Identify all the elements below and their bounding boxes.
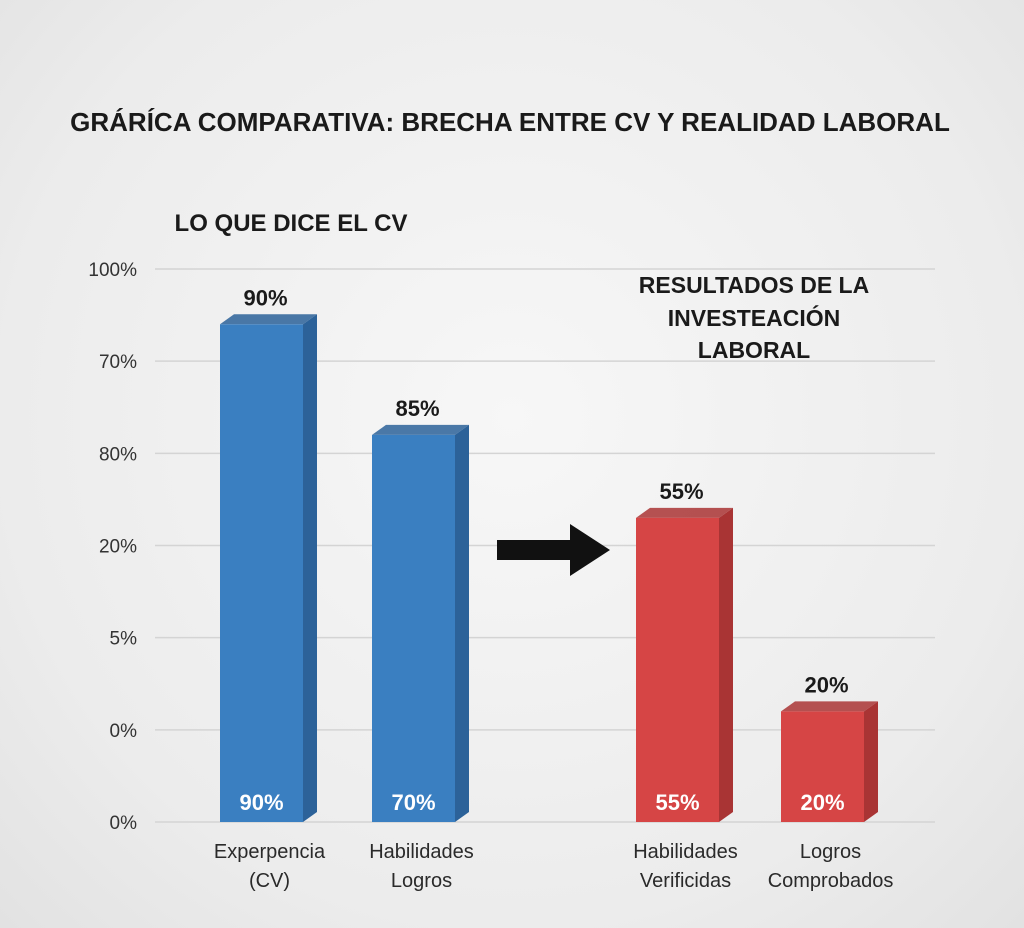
x-category-label: (CV) — [249, 870, 290, 892]
bar-top — [220, 314, 317, 325]
y-tick-label: 100% — [88, 260, 137, 281]
annotation-results-line: INVESTEACIÓN — [668, 304, 841, 331]
annotation-cv: LO QUE DICE EL CV — [175, 210, 408, 237]
right-arrow-icon — [497, 524, 610, 576]
y-tick-label: 0% — [110, 813, 138, 834]
bar-group: 90% 90% — [220, 285, 317, 822]
bar-group: 85% 70% — [372, 396, 469, 822]
y-axis: 0% 0% 5% 20% 80% 70% 100% — [88, 260, 137, 834]
x-category-label: Verificidas — [640, 870, 731, 892]
bar-group: 20% 20% — [781, 672, 878, 822]
bar — [372, 434, 455, 822]
annotation-results-line: LABORAL — [698, 337, 810, 363]
bar-inside-label: 20% — [800, 790, 844, 815]
annotation-results-line: RESULTADOS DE LA — [639, 272, 869, 298]
chart-title: GRÁRÍCA COMPARATIVA: BRECHA ENTRE CV Y R… — [70, 107, 950, 137]
bar-inside-label: 90% — [239, 790, 283, 815]
bar-group: 55% 55% — [636, 479, 733, 822]
bar-inside-label: 55% — [655, 790, 699, 815]
y-tick-label: 20% — [99, 537, 137, 558]
x-category-label: Logros — [391, 870, 452, 892]
bar-side — [719, 507, 733, 822]
bar-top-label: 20% — [804, 672, 848, 697]
bar-top — [372, 424, 469, 435]
bar-side — [455, 424, 469, 822]
bar-top — [781, 701, 878, 712]
x-axis: Experpencia (CV) Habilidades Logros Habilida… — [214, 841, 893, 892]
y-tick-label: 70% — [99, 352, 137, 373]
bar — [220, 324, 303, 822]
bar-top-label: 85% — [395, 396, 439, 421]
bar-inside-label: 70% — [391, 790, 435, 815]
y-tick-label: 5% — [110, 629, 138, 650]
bar — [636, 517, 719, 822]
bar-top-label: 90% — [243, 285, 287, 310]
bars: 90% 90% 85% 70% 55% 55% 20% 20% — [220, 285, 878, 822]
y-tick-label: 80% — [99, 444, 137, 465]
y-tick-label: 0% — [110, 721, 138, 742]
annotation-results: RESULTADOS DE LA INVESTEACIÓN LABORAL — [639, 272, 869, 363]
x-category-label: Logros — [800, 841, 861, 863]
bar-side — [303, 314, 317, 822]
bar — [781, 711, 864, 822]
bar-top-label: 55% — [659, 479, 703, 504]
x-category-label: Experpencia — [214, 841, 326, 863]
x-category-label: Habilidades — [369, 841, 474, 863]
bar-top — [636, 507, 733, 518]
x-category-label: Comprobados — [768, 870, 894, 892]
x-category-label: Habilidades — [633, 841, 738, 863]
bar-side — [864, 701, 878, 822]
